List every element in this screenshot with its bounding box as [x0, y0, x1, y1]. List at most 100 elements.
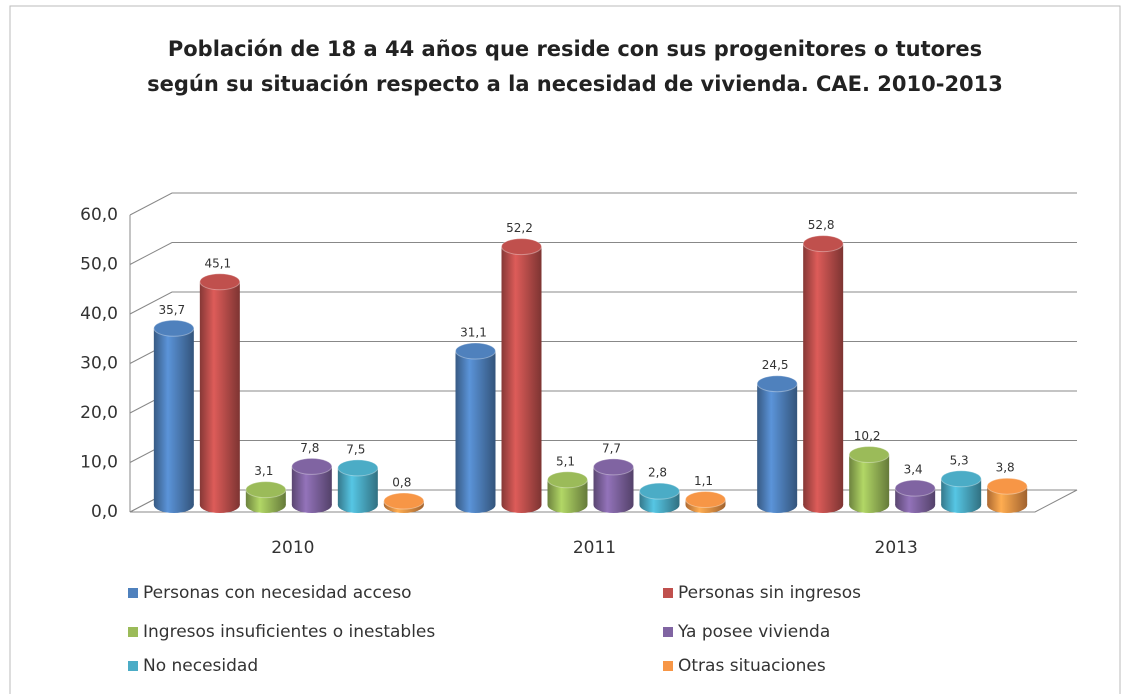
bar: [849, 454, 890, 505]
y-tick-label: 30,0: [80, 354, 118, 374]
x-tick-label: 2011: [573, 538, 616, 558]
legend-label: Ingresos insuficientes o inestables: [143, 622, 435, 642]
value-label: 7,8: [300, 441, 319, 455]
bar-group: [986, 477, 1028, 513]
bar-bottom: [593, 497, 634, 513]
y-tick-label: 20,0: [80, 403, 118, 423]
bar-top: [894, 479, 936, 497]
value-label: 2,8: [648, 466, 667, 480]
bar-group: [199, 273, 241, 513]
bar: [199, 281, 240, 505]
bar-bottom: [291, 497, 332, 513]
bar-group: [153, 319, 195, 513]
x-tick-label: 2013: [875, 538, 918, 558]
bar-group: [848, 446, 890, 513]
grid-line: [129, 192, 1077, 216]
bar-top: [337, 459, 379, 477]
value-label: 5,3: [950, 453, 969, 467]
legend-swatch: [663, 588, 673, 598]
bar-bottom: [803, 497, 844, 513]
value-label: 3,4: [904, 463, 923, 477]
legend-label: Otras situaciones: [678, 656, 826, 676]
bar-group: [547, 471, 588, 513]
legend-label: Personas sin ingresos: [678, 583, 861, 603]
value-label: 10,2: [854, 429, 881, 443]
bar-top: [940, 470, 982, 488]
value-label: 0,8: [392, 476, 411, 490]
grid-line: [129, 341, 1077, 364]
bar-top: [245, 481, 287, 499]
bar-bottom: [199, 497, 240, 513]
bar-bottom: [547, 497, 588, 513]
y-tick-label: 40,0: [80, 304, 118, 324]
bar-bottom: [337, 497, 378, 513]
y-tick-label: 10,0: [80, 453, 118, 473]
bar-bottom: [153, 497, 194, 513]
bar-group: [940, 470, 982, 513]
legend-swatch: [128, 661, 138, 671]
bar-top: [153, 319, 195, 337]
bar-group: [685, 491, 726, 513]
value-label: 7,7: [602, 441, 621, 455]
value-label: 1,1: [694, 474, 713, 488]
bar-group: [455, 342, 496, 513]
legend-swatch: [663, 627, 673, 637]
bar-top: [756, 375, 798, 393]
legend-label: Personas con necesidad acceso: [143, 583, 412, 603]
grid-line: [129, 291, 1077, 315]
bar: [153, 328, 194, 505]
chart-title: según su situación respecto a la necesid…: [147, 72, 1003, 96]
value-label: 35,7: [158, 303, 185, 317]
value-label: 5,1: [556, 454, 575, 468]
bar: [501, 246, 542, 506]
bar-bottom: [987, 497, 1028, 513]
bar-bottom: [757, 497, 798, 513]
bar-group: [337, 459, 379, 513]
bar-group: [894, 479, 936, 513]
grid-line: [129, 242, 1077, 265]
bar-group: [802, 235, 844, 513]
bar-bottom: [849, 497, 890, 513]
bar: [803, 243, 844, 505]
bar: [757, 383, 798, 505]
x-tick-label: 2010: [271, 538, 314, 558]
bar: [455, 351, 496, 505]
bar-group: [245, 481, 287, 513]
bar-top: [685, 491, 726, 509]
bar-top: [291, 457, 333, 475]
bar-group: [639, 482, 680, 513]
value-label: 7,5: [346, 442, 365, 456]
bar-group: [383, 492, 425, 513]
bar-group: [501, 238, 542, 513]
value-label: 24,5: [762, 358, 789, 372]
bar-bottom: [895, 497, 936, 513]
bar-bottom: [501, 497, 542, 513]
legend-label: Ya posee vivienda: [677, 622, 830, 642]
value-label: 52,8: [808, 218, 835, 232]
grid-line: [129, 390, 1077, 414]
value-label: 31,1: [460, 326, 487, 340]
value-label: 3,1: [254, 464, 273, 478]
bar-group: [291, 457, 333, 513]
chart-title: Población de 18 a 44 años que reside con…: [168, 37, 982, 61]
bar-group: [593, 458, 634, 513]
bar-top: [848, 446, 890, 464]
legend-label: No necesidad: [143, 656, 258, 676]
y-tick-label: 0,0: [91, 502, 118, 522]
bar-top: [639, 482, 680, 500]
value-label: 52,2: [506, 221, 533, 235]
bar-bottom: [639, 497, 680, 513]
bar-top: [986, 477, 1028, 495]
bar-top: [383, 492, 425, 510]
bar-bottom: [455, 497, 496, 513]
bar-top: [455, 342, 496, 360]
legend-swatch: [663, 661, 673, 671]
bar-top: [802, 235, 844, 253]
legend-swatch: [128, 627, 138, 637]
value-label: 45,1: [204, 256, 231, 270]
bar-top: [593, 458, 634, 476]
chart-border: [9, 5, 1121, 694]
y-tick-label: 60,0: [80, 205, 118, 225]
bar-group: [756, 375, 798, 513]
